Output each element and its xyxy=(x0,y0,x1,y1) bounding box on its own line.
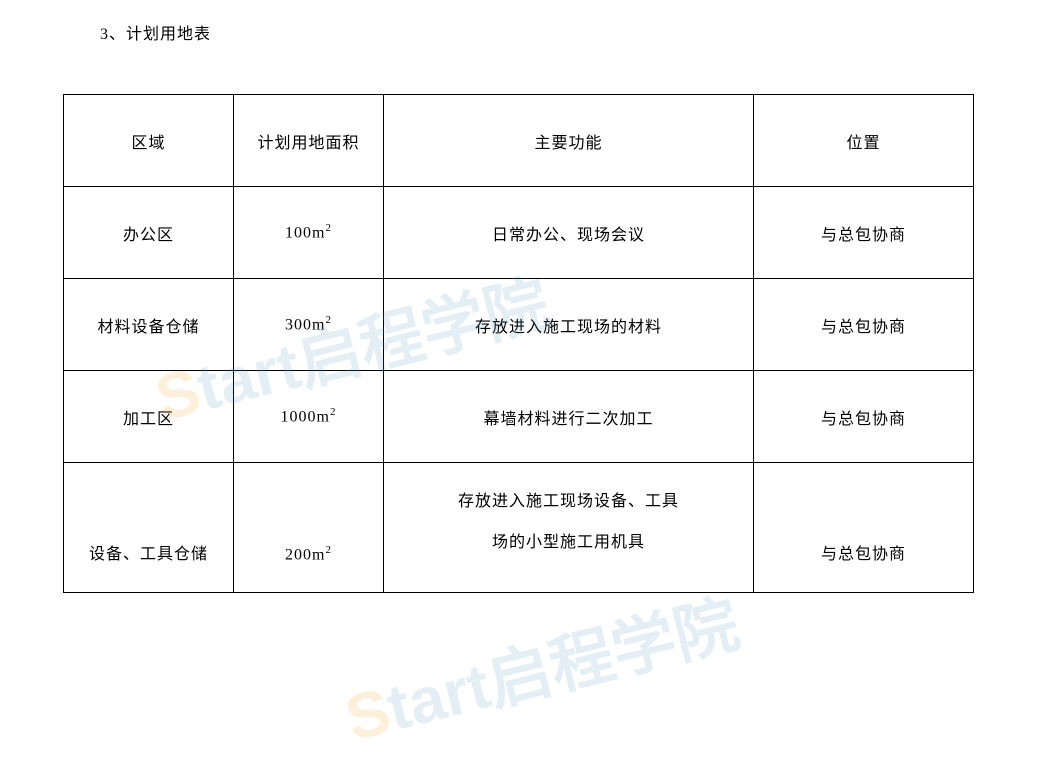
cell-area: 办公区 xyxy=(64,187,234,279)
cell-loc: 与总包协商 xyxy=(754,463,974,593)
cell-size: 300m2 xyxy=(234,279,384,371)
watermark-rest: tart启程学院 xyxy=(380,587,746,744)
table-row: 设备、工具仓储 200m2 存放进入施工现场设备、工具 场的小型施工用机具 与总… xyxy=(64,463,974,593)
table-header-row: 区域 计划用地面积 主要功能 位置 xyxy=(64,95,974,187)
cell-loc: 与总包协商 xyxy=(754,187,974,279)
document-page: Start启程学院 Start启程学院 3、计划用地表 区域 计划用地面积 主要… xyxy=(0,0,1037,593)
section-title: 3、计划用地表 xyxy=(100,20,977,44)
table-row: 加工区 1000m2 幕墙材料进行二次加工 与总包协商 xyxy=(64,371,974,463)
col-header-area: 区域 xyxy=(64,95,234,187)
cell-size: 100m2 xyxy=(234,187,384,279)
cell-size: 1000m2 xyxy=(234,371,384,463)
col-header-func: 主要功能 xyxy=(384,95,754,187)
table-row: 办公区 100m2 日常办公、现场会议 与总包协商 xyxy=(64,187,974,279)
cell-loc: 与总包协商 xyxy=(754,279,974,371)
cell-size: 200m2 xyxy=(234,463,384,593)
watermark: Start启程学院 xyxy=(335,573,747,759)
land-use-table: 区域 计划用地面积 主要功能 位置 办公区 100m2 日常办公、现场会议 与总… xyxy=(63,94,974,593)
table-row: 材料设备仓储 300m2 存放进入施工现场的材料 与总包协商 xyxy=(64,279,974,371)
col-header-loc: 位置 xyxy=(754,95,974,187)
cell-area: 设备、工具仓储 xyxy=(64,463,234,593)
cell-area: 材料设备仓储 xyxy=(64,279,234,371)
cell-func: 幕墙材料进行二次加工 xyxy=(384,371,754,463)
col-header-size: 计划用地面积 xyxy=(234,95,384,187)
cell-func-line2: 场的小型施工用机具 xyxy=(388,522,749,564)
cell-func: 存放进入施工现场设备、工具 场的小型施工用机具 xyxy=(384,463,754,593)
cell-area: 加工区 xyxy=(64,371,234,463)
watermark-s: S xyxy=(338,674,397,754)
cell-func-line1: 存放进入施工现场设备、工具 xyxy=(388,481,749,523)
cell-func: 日常办公、现场会议 xyxy=(384,187,754,279)
cell-func: 存放进入施工现场的材料 xyxy=(384,279,754,371)
cell-loc: 与总包协商 xyxy=(754,371,974,463)
